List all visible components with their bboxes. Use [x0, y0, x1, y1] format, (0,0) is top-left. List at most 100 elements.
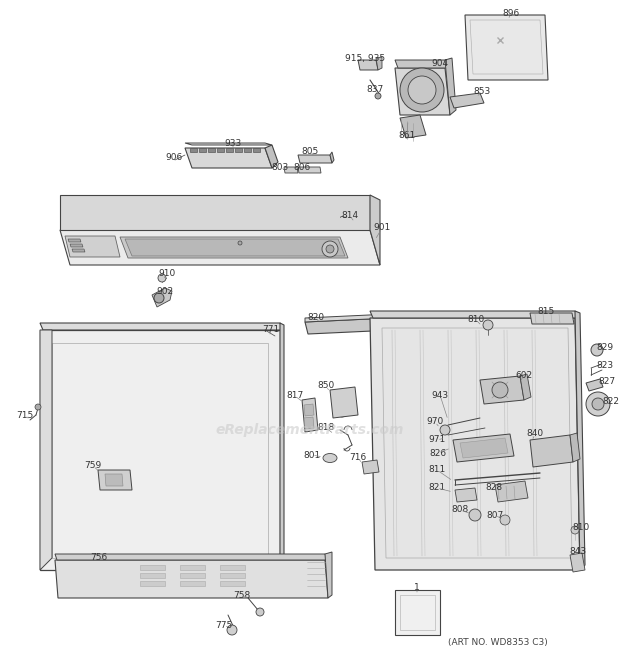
Text: 817: 817	[286, 391, 304, 401]
Polygon shape	[400, 115, 426, 138]
Polygon shape	[105, 474, 123, 486]
Text: 775: 775	[215, 620, 232, 630]
Polygon shape	[495, 481, 528, 502]
Text: 850: 850	[317, 381, 335, 391]
Polygon shape	[55, 554, 327, 560]
Text: 861: 861	[399, 131, 415, 141]
Polygon shape	[480, 376, 524, 404]
Text: 943: 943	[432, 391, 448, 399]
Text: 820: 820	[308, 314, 324, 323]
Polygon shape	[68, 239, 81, 242]
Circle shape	[154, 293, 164, 303]
Text: 901: 901	[373, 224, 391, 232]
Polygon shape	[217, 148, 224, 152]
Circle shape	[400, 68, 444, 112]
Polygon shape	[305, 314, 390, 322]
Polygon shape	[70, 244, 83, 247]
Text: 818: 818	[317, 424, 335, 432]
Polygon shape	[280, 323, 284, 570]
Text: 771: 771	[262, 325, 280, 333]
Polygon shape	[253, 148, 260, 152]
Polygon shape	[304, 404, 314, 416]
Polygon shape	[40, 330, 280, 570]
Polygon shape	[302, 398, 318, 432]
Text: 896: 896	[502, 9, 520, 18]
Circle shape	[322, 241, 338, 257]
Polygon shape	[395, 68, 450, 115]
Polygon shape	[465, 15, 548, 80]
Text: 807: 807	[486, 510, 503, 519]
Text: 971: 971	[428, 436, 446, 444]
Polygon shape	[455, 488, 477, 502]
Text: 758: 758	[233, 591, 250, 599]
Polygon shape	[55, 560, 328, 598]
Polygon shape	[226, 148, 233, 152]
Text: 759: 759	[84, 461, 102, 471]
Polygon shape	[298, 155, 332, 163]
Polygon shape	[376, 57, 382, 70]
Polygon shape	[244, 148, 251, 152]
Polygon shape	[190, 148, 197, 152]
Circle shape	[375, 93, 381, 99]
Polygon shape	[140, 581, 165, 586]
Polygon shape	[330, 152, 334, 163]
Polygon shape	[60, 195, 370, 230]
Text: 906: 906	[166, 152, 183, 162]
Circle shape	[408, 76, 436, 104]
Text: 821: 821	[428, 484, 446, 492]
Text: eReplacementParts.com: eReplacementParts.com	[216, 423, 404, 437]
Text: 810: 810	[467, 315, 485, 325]
Circle shape	[227, 625, 237, 635]
Text: 827: 827	[598, 378, 616, 387]
Polygon shape	[235, 148, 242, 152]
Text: 843: 843	[569, 546, 587, 556]
Text: 822: 822	[603, 397, 619, 407]
Polygon shape	[185, 143, 272, 145]
Polygon shape	[265, 145, 278, 168]
Circle shape	[571, 526, 579, 534]
Circle shape	[483, 320, 493, 330]
Text: 811: 811	[428, 465, 446, 475]
Text: 756: 756	[91, 552, 108, 562]
Text: 803: 803	[272, 164, 289, 172]
Polygon shape	[362, 460, 379, 474]
Text: ~: ~	[339, 213, 348, 223]
Polygon shape	[395, 60, 448, 68]
Polygon shape	[390, 316, 400, 330]
Text: 814: 814	[342, 211, 358, 220]
Polygon shape	[586, 379, 603, 391]
Circle shape	[591, 344, 603, 356]
Text: 716: 716	[350, 453, 366, 461]
Polygon shape	[65, 236, 120, 257]
Text: (ART NO. WD8353 C3): (ART NO. WD8353 C3)	[448, 638, 548, 647]
Text: 805: 805	[301, 147, 319, 156]
Polygon shape	[530, 435, 573, 467]
Text: 902: 902	[156, 288, 174, 296]
Polygon shape	[370, 311, 578, 318]
Text: 1: 1	[414, 583, 420, 593]
Text: 806: 806	[293, 164, 311, 172]
Text: 837: 837	[366, 86, 384, 94]
Polygon shape	[180, 573, 205, 578]
Polygon shape	[460, 438, 508, 458]
Polygon shape	[140, 565, 165, 570]
Text: 970: 970	[427, 418, 444, 426]
Text: 840: 840	[526, 430, 544, 438]
Polygon shape	[395, 590, 440, 635]
Text: 933: 933	[224, 139, 242, 147]
Polygon shape	[180, 565, 205, 570]
Polygon shape	[305, 318, 394, 334]
Text: 815: 815	[538, 306, 555, 315]
Polygon shape	[185, 148, 272, 168]
Text: 915, 935: 915, 935	[345, 53, 385, 63]
Circle shape	[158, 274, 166, 282]
Polygon shape	[220, 573, 245, 578]
Polygon shape	[220, 565, 245, 570]
Text: 808: 808	[451, 506, 469, 515]
Polygon shape	[298, 167, 321, 173]
Polygon shape	[453, 434, 514, 462]
Text: 826: 826	[430, 449, 446, 457]
Circle shape	[326, 245, 334, 253]
Polygon shape	[520, 374, 531, 400]
Polygon shape	[304, 417, 314, 429]
